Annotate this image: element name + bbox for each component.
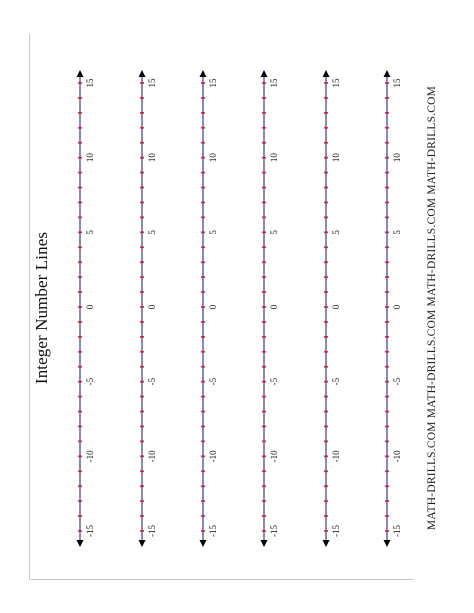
tick-label: 0 xyxy=(269,304,279,309)
tick-label: 0 xyxy=(208,304,218,309)
tick-label: -10 xyxy=(269,450,279,462)
tick-label: 15 xyxy=(147,78,157,88)
number-line: -15 -10 -5 0 5 10 15 xyxy=(199,70,218,547)
tick-label: 15 xyxy=(269,78,279,88)
tick-label: -15 xyxy=(85,525,95,537)
tick-label: -10 xyxy=(147,450,157,462)
tick-label: 5 xyxy=(147,230,157,235)
tick-label: -10 xyxy=(85,450,95,462)
tick-label: 10 xyxy=(269,153,279,163)
tick-label: 15 xyxy=(331,78,341,88)
tick-label: 15 xyxy=(392,78,402,88)
tick-label: -10 xyxy=(331,450,341,462)
tick-label: 15 xyxy=(208,78,218,88)
tick-label: 10 xyxy=(208,153,218,163)
tick-label: -5 xyxy=(269,377,279,385)
arrow-down-icon xyxy=(383,540,391,547)
arrow-up-icon xyxy=(76,70,84,77)
arrow-up-icon xyxy=(322,70,330,77)
left-margin-rule xyxy=(29,34,30,579)
tick-label: 0 xyxy=(85,304,95,309)
tick-label: -15 xyxy=(331,525,341,537)
arrow-down-icon xyxy=(76,540,84,547)
tick-label: 15 xyxy=(85,78,95,88)
tick-label: -5 xyxy=(331,377,341,385)
tick-label: -5 xyxy=(208,377,218,385)
tick-label: 5 xyxy=(392,230,402,235)
number-line: -15 -10 -5 0 5 10 15 xyxy=(138,70,157,547)
arrow-down-icon xyxy=(260,540,268,547)
bottom-margin-rule xyxy=(29,579,414,580)
arrow-up-icon xyxy=(199,70,207,77)
arrow-down-icon xyxy=(322,540,330,547)
tick-label: -10 xyxy=(208,450,218,462)
tick-label: -15 xyxy=(147,525,157,537)
tick-label: 10 xyxy=(85,153,95,163)
tick-label: 5 xyxy=(331,230,341,235)
tick-label: 0 xyxy=(331,304,341,309)
tick-label: 0 xyxy=(392,304,402,309)
tick-label: 5 xyxy=(208,230,218,235)
tick-label: 5 xyxy=(85,230,95,235)
tick-label: -5 xyxy=(392,377,402,385)
tick-label: -10 xyxy=(392,450,402,462)
tick-label: 0 xyxy=(147,304,157,309)
arrow-up-icon xyxy=(383,70,391,77)
tick-label: 10 xyxy=(147,153,157,163)
tick-label: 10 xyxy=(331,153,341,163)
arrow-up-icon xyxy=(138,70,146,77)
number-line: -15 -10 -5 0 5 10 15 xyxy=(322,70,341,547)
tick-label: -5 xyxy=(147,377,157,385)
number-line: -15 -10 -5 0 5 10 15 xyxy=(260,70,279,547)
arrow-up-icon xyxy=(260,70,268,77)
tick-label: -5 xyxy=(85,377,95,385)
number-line: -15 -10 -5 0 5 10 15 xyxy=(383,70,402,547)
tick-label: 5 xyxy=(269,230,279,235)
tick-label: -15 xyxy=(269,525,279,537)
tick-label: -15 xyxy=(392,525,402,537)
arrow-down-icon xyxy=(199,540,207,547)
tick-label: 10 xyxy=(392,153,402,163)
number-line: -15 -10 -5 0 5 10 15 xyxy=(76,70,95,547)
arrow-down-icon xyxy=(138,540,146,547)
tick-label: -15 xyxy=(208,525,218,537)
